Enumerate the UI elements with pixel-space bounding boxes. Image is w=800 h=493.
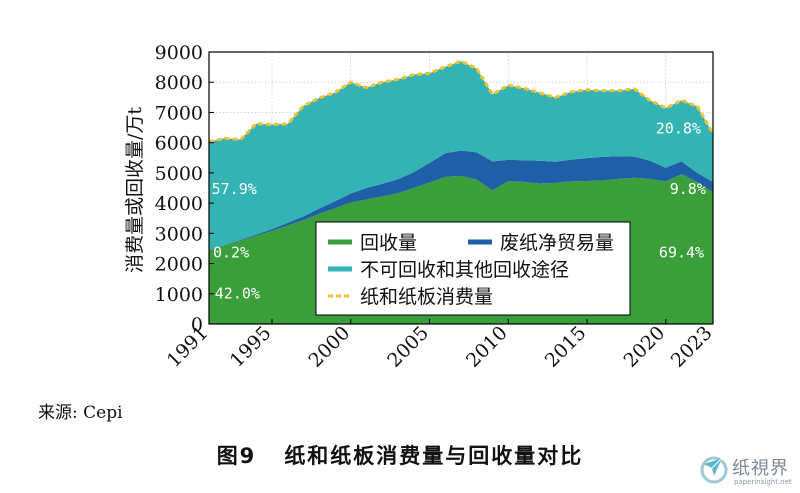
line-layer: [208, 59, 715, 144]
x-tick-label: 2015: [541, 322, 591, 372]
y-tick-label: 6000: [155, 133, 203, 155]
area-net-trade: [209, 150, 713, 250]
y-tick-label: 3000: [155, 223, 203, 245]
y-tick-label: 4000: [155, 193, 203, 215]
y-axis-label: 消费量或回收量/万t: [124, 107, 146, 273]
annotation-layer: 42.0% 0.2% 57.9% 69.4% 9.8% 20.8%: [212, 120, 706, 303]
x-tick-label: 2005: [383, 322, 433, 372]
share-annotation: 42.0%: [215, 284, 260, 302]
x-tick-label: 1991: [163, 322, 213, 372]
x-tick-label: 1995: [226, 322, 276, 372]
legend-label: 废纸净贸易量: [500, 232, 614, 254]
x-tick-label: 2020: [620, 322, 670, 372]
figure-title: 纸和纸板消费量与回收量对比: [284, 444, 584, 468]
y-tick-label: 5000: [155, 163, 203, 185]
paper-plane-logo-icon: [700, 456, 728, 484]
x-tick-label: 2023: [667, 322, 717, 372]
y-tick-label: 1000: [155, 284, 203, 306]
legend-label: 回收量: [360, 232, 417, 254]
y-tick-label: 8000: [155, 72, 203, 94]
share-annotation: 20.8%: [656, 120, 701, 138]
legend-box: [315, 221, 631, 316]
legend-label: 纸和纸板消费量: [360, 286, 493, 308]
logo-name: 纸視界: [732, 458, 789, 479]
x-tick-label: 2010: [462, 322, 512, 372]
share-annotation: 0.2%: [213, 244, 249, 262]
share-annotation: 57.9%: [212, 180, 257, 198]
plot-frame: [208, 51, 714, 325]
figure-caption: 图9 纸和纸板消费量与回收量对比: [0, 440, 800, 470]
share-annotation: 69.4%: [659, 244, 704, 262]
y-tick-label: 9000: [155, 42, 203, 64]
y-tick-label: 2000: [155, 254, 203, 276]
chart-svg: 0 1000 2000 3000 4000 5000 6000 7000 8000 9000 199…: [124, 42, 717, 372]
total-consumption-line: [208, 59, 715, 144]
share-annotation: 9.8%: [670, 180, 706, 198]
x-tick-label: 2000: [305, 322, 355, 372]
brand-logo: 纸視界 paperinsight.net: [700, 452, 796, 490]
legend-label: 不可回收和其他回收途径: [360, 259, 569, 281]
logo-url: paperinsight.net: [734, 478, 792, 486]
figure-number: 图9: [216, 444, 257, 468]
y-tick-label: 7000: [155, 102, 203, 124]
source-note: 来源: Cepi: [38, 403, 123, 423]
y-tick-label: 0: [191, 314, 203, 336]
area-other: [209, 61, 713, 250]
